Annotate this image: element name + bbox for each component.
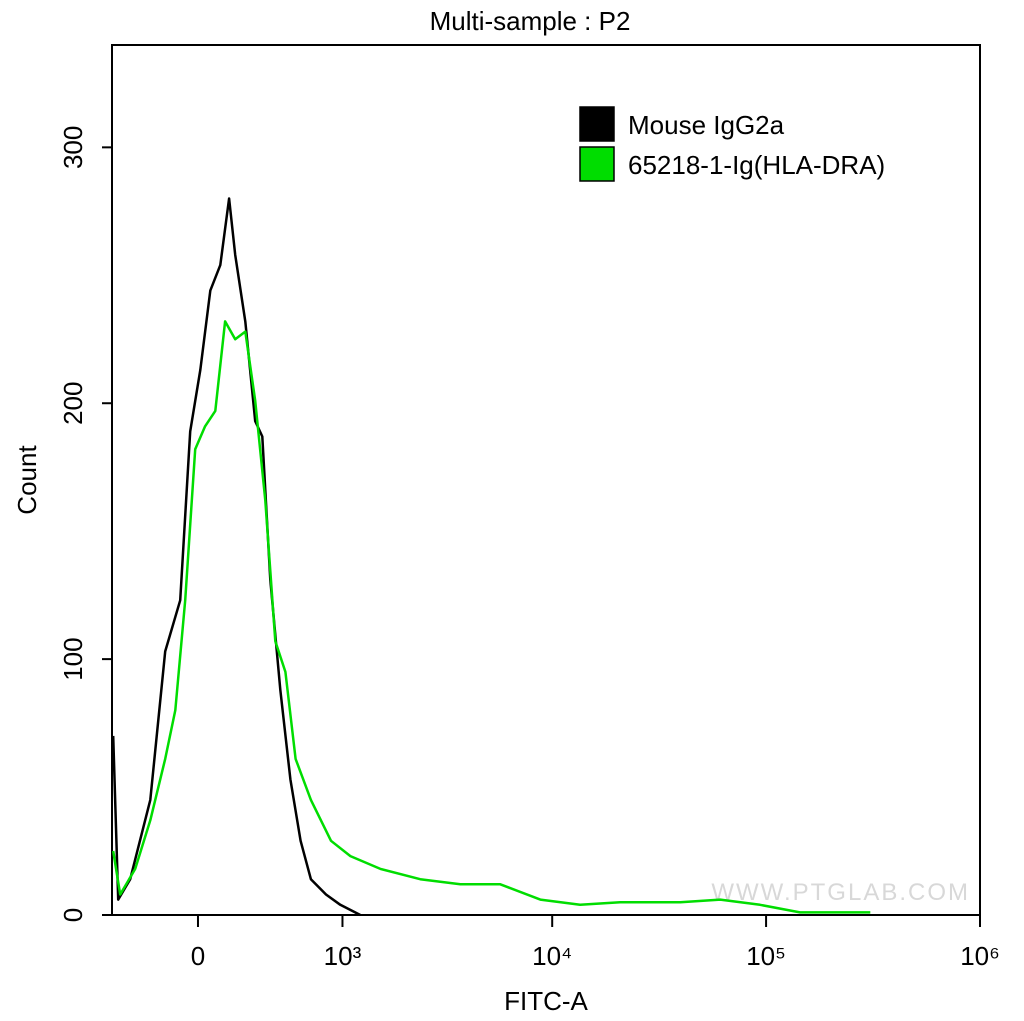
x-axis-label: FITC-A: [504, 986, 588, 1016]
x-tick-label: 0: [191, 941, 205, 971]
x-tick-label: 10⁴: [532, 941, 572, 971]
y-tick-label: 200: [58, 382, 88, 425]
x-tick-label: 10³: [324, 941, 362, 971]
x-tick-label: 10⁵: [746, 941, 786, 971]
watermark: WWW.PTGLAB.COM: [711, 879, 970, 906]
x-tick-label: 10⁶: [960, 941, 1000, 971]
y-tick-label: 300: [58, 126, 88, 169]
y-tick-label: 100: [58, 637, 88, 680]
series-line: [111, 197, 361, 917]
legend-label: Mouse IgG2a: [628, 110, 785, 140]
legend-swatch: [579, 106, 615, 142]
plot-frame: [111, 44, 981, 916]
series-line: [111, 320, 871, 914]
y-tick-label: 0: [58, 908, 88, 922]
legend-swatch: [579, 146, 615, 182]
legend-label: 65218-1-Ig(HLA-DRA): [628, 150, 885, 180]
y-axis-label: Count: [12, 445, 42, 515]
chart-title: Multi-sample : P2: [430, 6, 631, 36]
